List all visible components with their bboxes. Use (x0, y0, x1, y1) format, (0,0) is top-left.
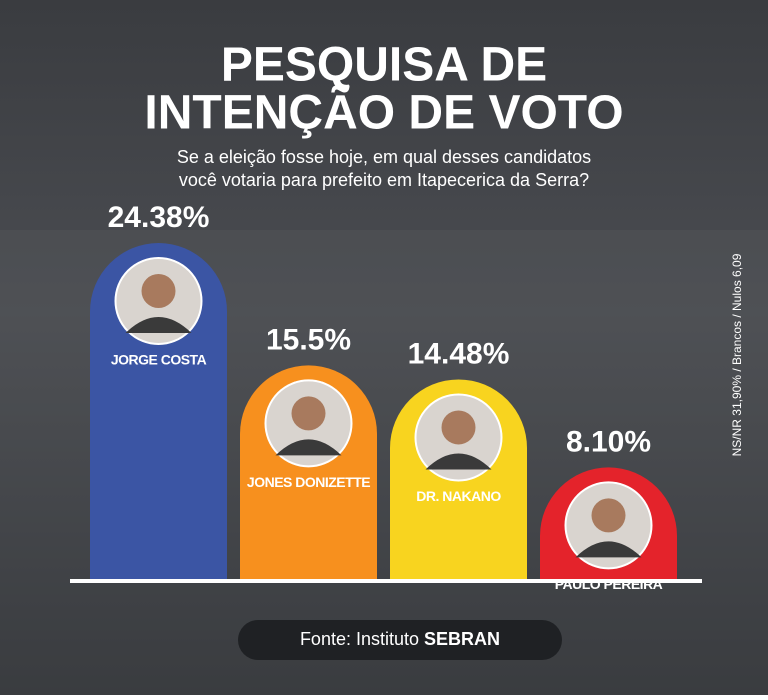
value-label: 14.48% (408, 337, 510, 370)
candidate-name: JONES DONIZETTE (247, 474, 370, 490)
source-pill (238, 620, 562, 660)
value-label: 24.38% (108, 201, 210, 234)
photo-body (275, 439, 342, 456)
candidate-name: JORGE COSTA (111, 352, 207, 368)
source-prefix: Fonte: Instituto (300, 629, 419, 649)
side-note: NS/NR 31,90% / Brancos / Nulos 6,09 (730, 253, 744, 456)
photo-head (591, 498, 626, 533)
photo-head (441, 410, 476, 445)
photo-head (291, 396, 326, 431)
title-line: PESQUISA DE (221, 39, 547, 92)
source: Fonte: Instituto SEBRAN (300, 629, 500, 649)
candidate-name: DR. NAKANO (416, 488, 501, 504)
subtitle-line: você votaria para prefeito em Itapeceric… (179, 170, 589, 190)
title-line: INTENÇÃO DE VOTO (144, 85, 623, 140)
candidate-name: PAULO PEREIRA (555, 576, 663, 592)
photo-body (125, 317, 192, 333)
photo-head (141, 274, 176, 308)
source-name: SEBRAN (424, 629, 500, 649)
photo-body (575, 541, 642, 558)
value-label: 8.10% (566, 425, 651, 458)
photo-body (425, 453, 492, 470)
subtitle-line: Se a eleição fosse hoje, em qual desses … (177, 147, 591, 167)
value-label: 15.5% (266, 323, 351, 356)
